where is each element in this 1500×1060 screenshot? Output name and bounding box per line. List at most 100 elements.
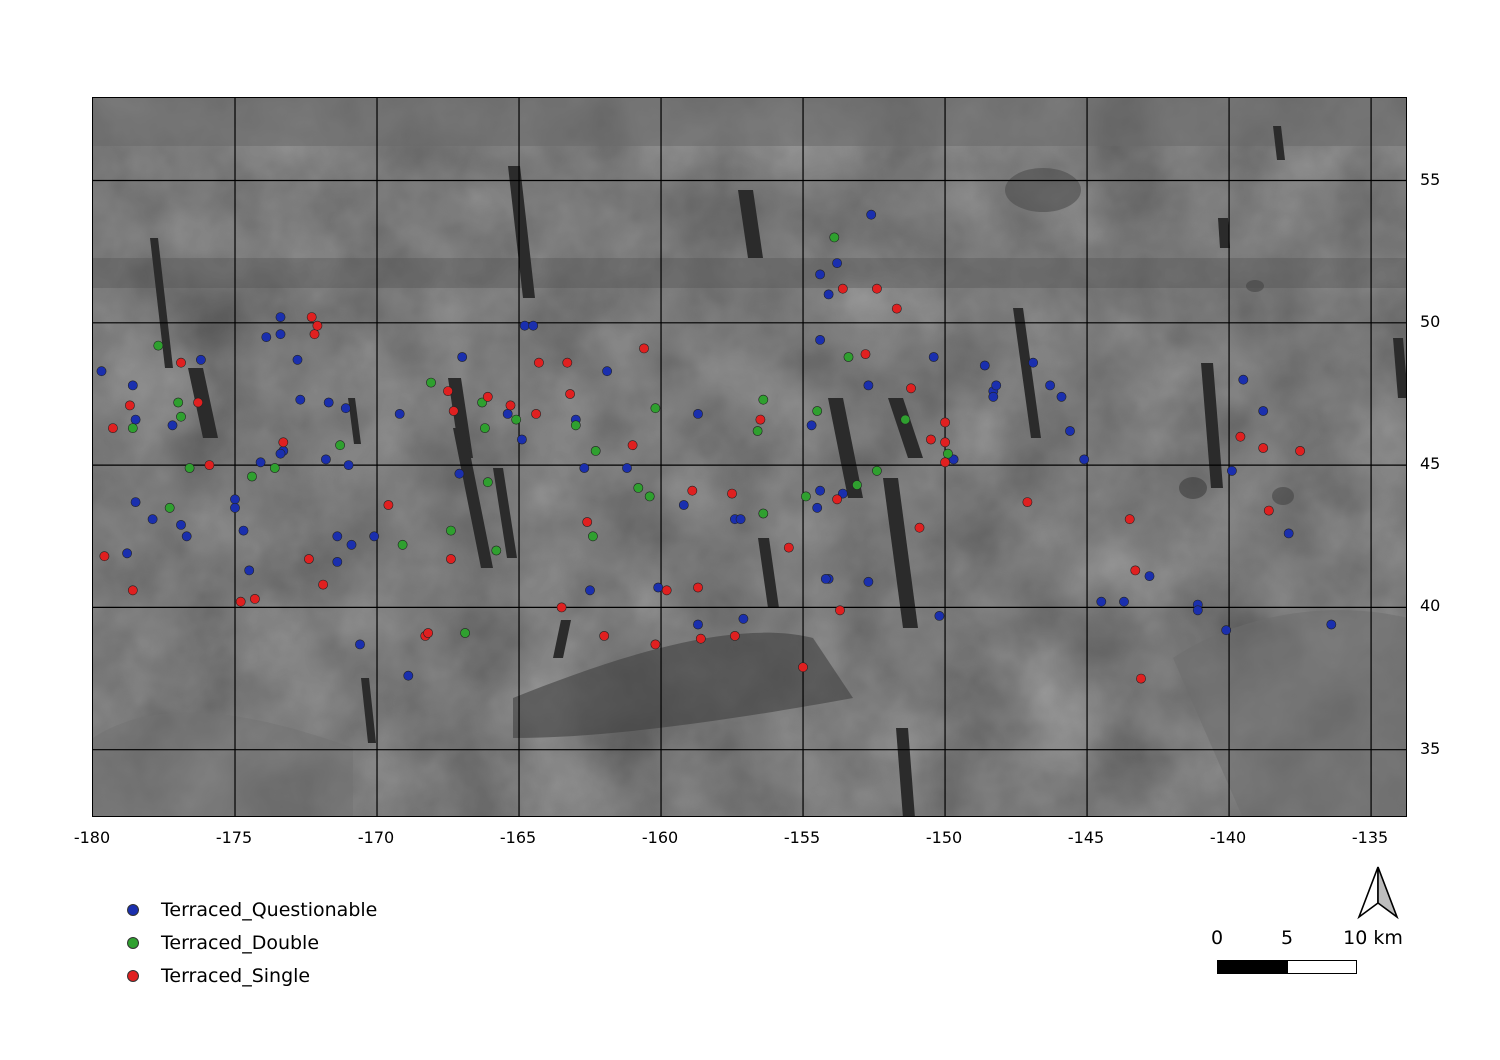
crater-point-terraced-single[interactable]: [582, 517, 593, 527]
crater-point-terraced-double[interactable]: [176, 411, 186, 422]
crater-point-terraced-single[interactable]: [565, 389, 575, 399]
crater-point-terraced-questionable[interactable]: [1221, 625, 1232, 636]
crater-point-terraced-single[interactable]: [730, 631, 740, 641]
crater-point-terraced-single[interactable]: [940, 437, 950, 448]
crater-point-terraced-double[interactable]: [644, 491, 655, 502]
crater-point-terraced-questionable[interactable]: [653, 582, 664, 593]
crater-point-terraced-questionable[interactable]: [1144, 571, 1155, 581]
crater-point-terraced-single[interactable]: [1263, 505, 1274, 516]
crater-point-terraced-questionable[interactable]: [320, 454, 331, 465]
crater-point-terraced-double[interactable]: [801, 491, 811, 502]
crater-point-terraced-questionable[interactable]: [369, 531, 380, 542]
crater-point-terraced-questionable[interactable]: [403, 670, 414, 681]
crater-point-terraced-questionable[interactable]: [1258, 406, 1269, 416]
crater-point-terraced-single[interactable]: [482, 391, 493, 402]
crater-point-terraced-questionable[interactable]: [167, 420, 178, 431]
crater-point-terraced-single[interactable]: [176, 357, 186, 368]
crater-point-terraced-single[interactable]: [125, 400, 135, 411]
crater-point-terraced-questionable[interactable]: [343, 460, 354, 470]
crater-point-terraced-questionable[interactable]: [622, 463, 632, 473]
crater-point-terraced-single[interactable]: [423, 628, 433, 638]
crater-point-terraced-questionable[interactable]: [991, 380, 1002, 391]
crater-point-terraced-single[interactable]: [309, 329, 320, 340]
crater-point-terraced-single[interactable]: [783, 542, 794, 553]
crater-point-terraced-questionable[interactable]: [1065, 426, 1075, 436]
crater-point-terraced-single[interactable]: [727, 488, 737, 499]
crater-point-terraced-single[interactable]: [891, 303, 902, 314]
crater-point-terraced-questionable[interactable]: [275, 329, 286, 340]
crater-point-terraced-questionable[interactable]: [261, 332, 272, 342]
crater-point-terraced-single[interactable]: [312, 320, 323, 331]
crater-point-terraced-single[interactable]: [1258, 443, 1269, 453]
crater-point-terraced-questionable[interactable]: [238, 525, 249, 536]
crater-point-terraced-double[interactable]: [153, 340, 164, 351]
crater-point-terraced-double[interactable]: [872, 465, 882, 476]
crater-point-terraced-questionable[interactable]: [196, 354, 206, 365]
crater-point-terraced-questionable[interactable]: [122, 548, 132, 559]
crater-point-terraced-questionable[interactable]: [832, 258, 842, 268]
crater-point-terraced-single[interactable]: [832, 494, 842, 505]
crater-point-terraced-single[interactable]: [127, 585, 138, 596]
crater-point-terraced-questionable[interactable]: [806, 420, 817, 431]
crater-point-terraced-double[interactable]: [247, 471, 257, 482]
crater-point-terraced-questionable[interactable]: [275, 312, 286, 322]
crater-point-terraced-double[interactable]: [482, 477, 493, 488]
crater-point-terraced-questionable[interactable]: [127, 380, 138, 391]
crater-point-terraced-double[interactable]: [900, 414, 911, 425]
crater-point-terraced-questionable[interactable]: [863, 380, 874, 391]
crater-point-terraced-double[interactable]: [460, 628, 470, 638]
crater-point-terraced-questionable[interactable]: [255, 457, 266, 468]
crater-point-terraced-single[interactable]: [1022, 497, 1033, 507]
crater-point-terraced-single[interactable]: [693, 582, 703, 593]
crater-point-terraced-questionable[interactable]: [230, 494, 240, 505]
crater-point-terraced-single[interactable]: [505, 400, 516, 411]
crater-point-terraced-questionable[interactable]: [244, 565, 255, 576]
crater-point-terraced-single[interactable]: [906, 383, 916, 394]
crater-point-terraced-single[interactable]: [940, 457, 950, 468]
crater-point-terraced-single[interactable]: [562, 357, 573, 368]
crater-point-terraced-single[interactable]: [926, 434, 936, 445]
crater-point-terraced-questionable[interactable]: [1096, 596, 1107, 607]
crater-point-terraced-questionable[interactable]: [602, 366, 612, 377]
crater-point-terraced-questionable[interactable]: [355, 639, 365, 650]
crater-point-terraced-questionable[interactable]: [815, 485, 825, 496]
crater-point-terraced-double[interactable]: [829, 232, 840, 243]
crater-point-terraced-single[interactable]: [687, 485, 698, 496]
crater-point-terraced-double[interactable]: [335, 440, 345, 451]
crater-point-terraced-questionable[interactable]: [394, 408, 405, 419]
crater-point-terraced-single[interactable]: [914, 522, 925, 533]
crater-point-terraced-single[interactable]: [755, 414, 766, 425]
crater-point-terraced-single[interactable]: [99, 551, 110, 562]
crater-point-terraced-single[interactable]: [235, 596, 246, 607]
crater-point-terraced-double[interactable]: [852, 480, 862, 490]
crater-point-terraced-single[interactable]: [1130, 565, 1141, 576]
crater-point-terraced-questionable[interactable]: [820, 573, 831, 584]
crater-point-terraced-questionable[interactable]: [863, 576, 874, 587]
crater-point-terraced-questionable[interactable]: [323, 397, 334, 408]
crater-point-terraced-double[interactable]: [184, 463, 195, 473]
crater-point-terraced-single[interactable]: [940, 417, 950, 428]
crater-point-terraced-questionable[interactable]: [1192, 605, 1203, 616]
crater-point-terraced-questionable[interactable]: [457, 352, 468, 362]
crater-point-terraced-double[interactable]: [445, 525, 456, 536]
crater-point-terraced-double[interactable]: [650, 403, 661, 414]
crater-point-terraced-single[interactable]: [448, 406, 459, 416]
crater-point-terraced-questionable[interactable]: [1227, 465, 1237, 476]
crater-point-terraced-single[interactable]: [249, 593, 260, 604]
crater-point-terraced-questionable[interactable]: [1283, 528, 1294, 539]
crater-point-terraced-questionable[interactable]: [346, 539, 357, 550]
crater-point-terraced-questionable[interactable]: [332, 531, 343, 542]
crater-point-terraced-questionable[interactable]: [934, 611, 945, 621]
crater-point-terraced-double[interactable]: [587, 531, 598, 542]
crater-point-terraced-single[interactable]: [204, 460, 215, 470]
crater-point-terraced-questionable[interactable]: [1028, 357, 1038, 368]
crater-point-terraced-questionable[interactable]: [579, 463, 590, 473]
crater-point-terraced-double[interactable]: [269, 463, 280, 473]
crater-point-terraced-questionable[interactable]: [292, 354, 303, 365]
crater-point-terraced-double[interactable]: [943, 448, 953, 459]
crater-point-terraced-questionable[interactable]: [928, 352, 939, 362]
crater-point-terraced-double[interactable]: [127, 423, 138, 433]
crater-point-terraced-questionable[interactable]: [866, 209, 877, 220]
crater-point-terraced-double[interactable]: [633, 482, 644, 493]
crater-point-terraced-questionable[interactable]: [181, 531, 192, 542]
